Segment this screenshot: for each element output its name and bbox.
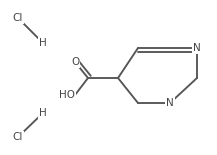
Text: H: H bbox=[39, 38, 47, 48]
Text: N: N bbox=[166, 98, 174, 108]
Text: H: H bbox=[39, 108, 47, 118]
Text: N: N bbox=[193, 43, 201, 53]
Text: Cl: Cl bbox=[13, 132, 23, 142]
Text: HO: HO bbox=[59, 90, 75, 100]
Text: O: O bbox=[71, 57, 79, 67]
Text: Cl: Cl bbox=[13, 13, 23, 23]
